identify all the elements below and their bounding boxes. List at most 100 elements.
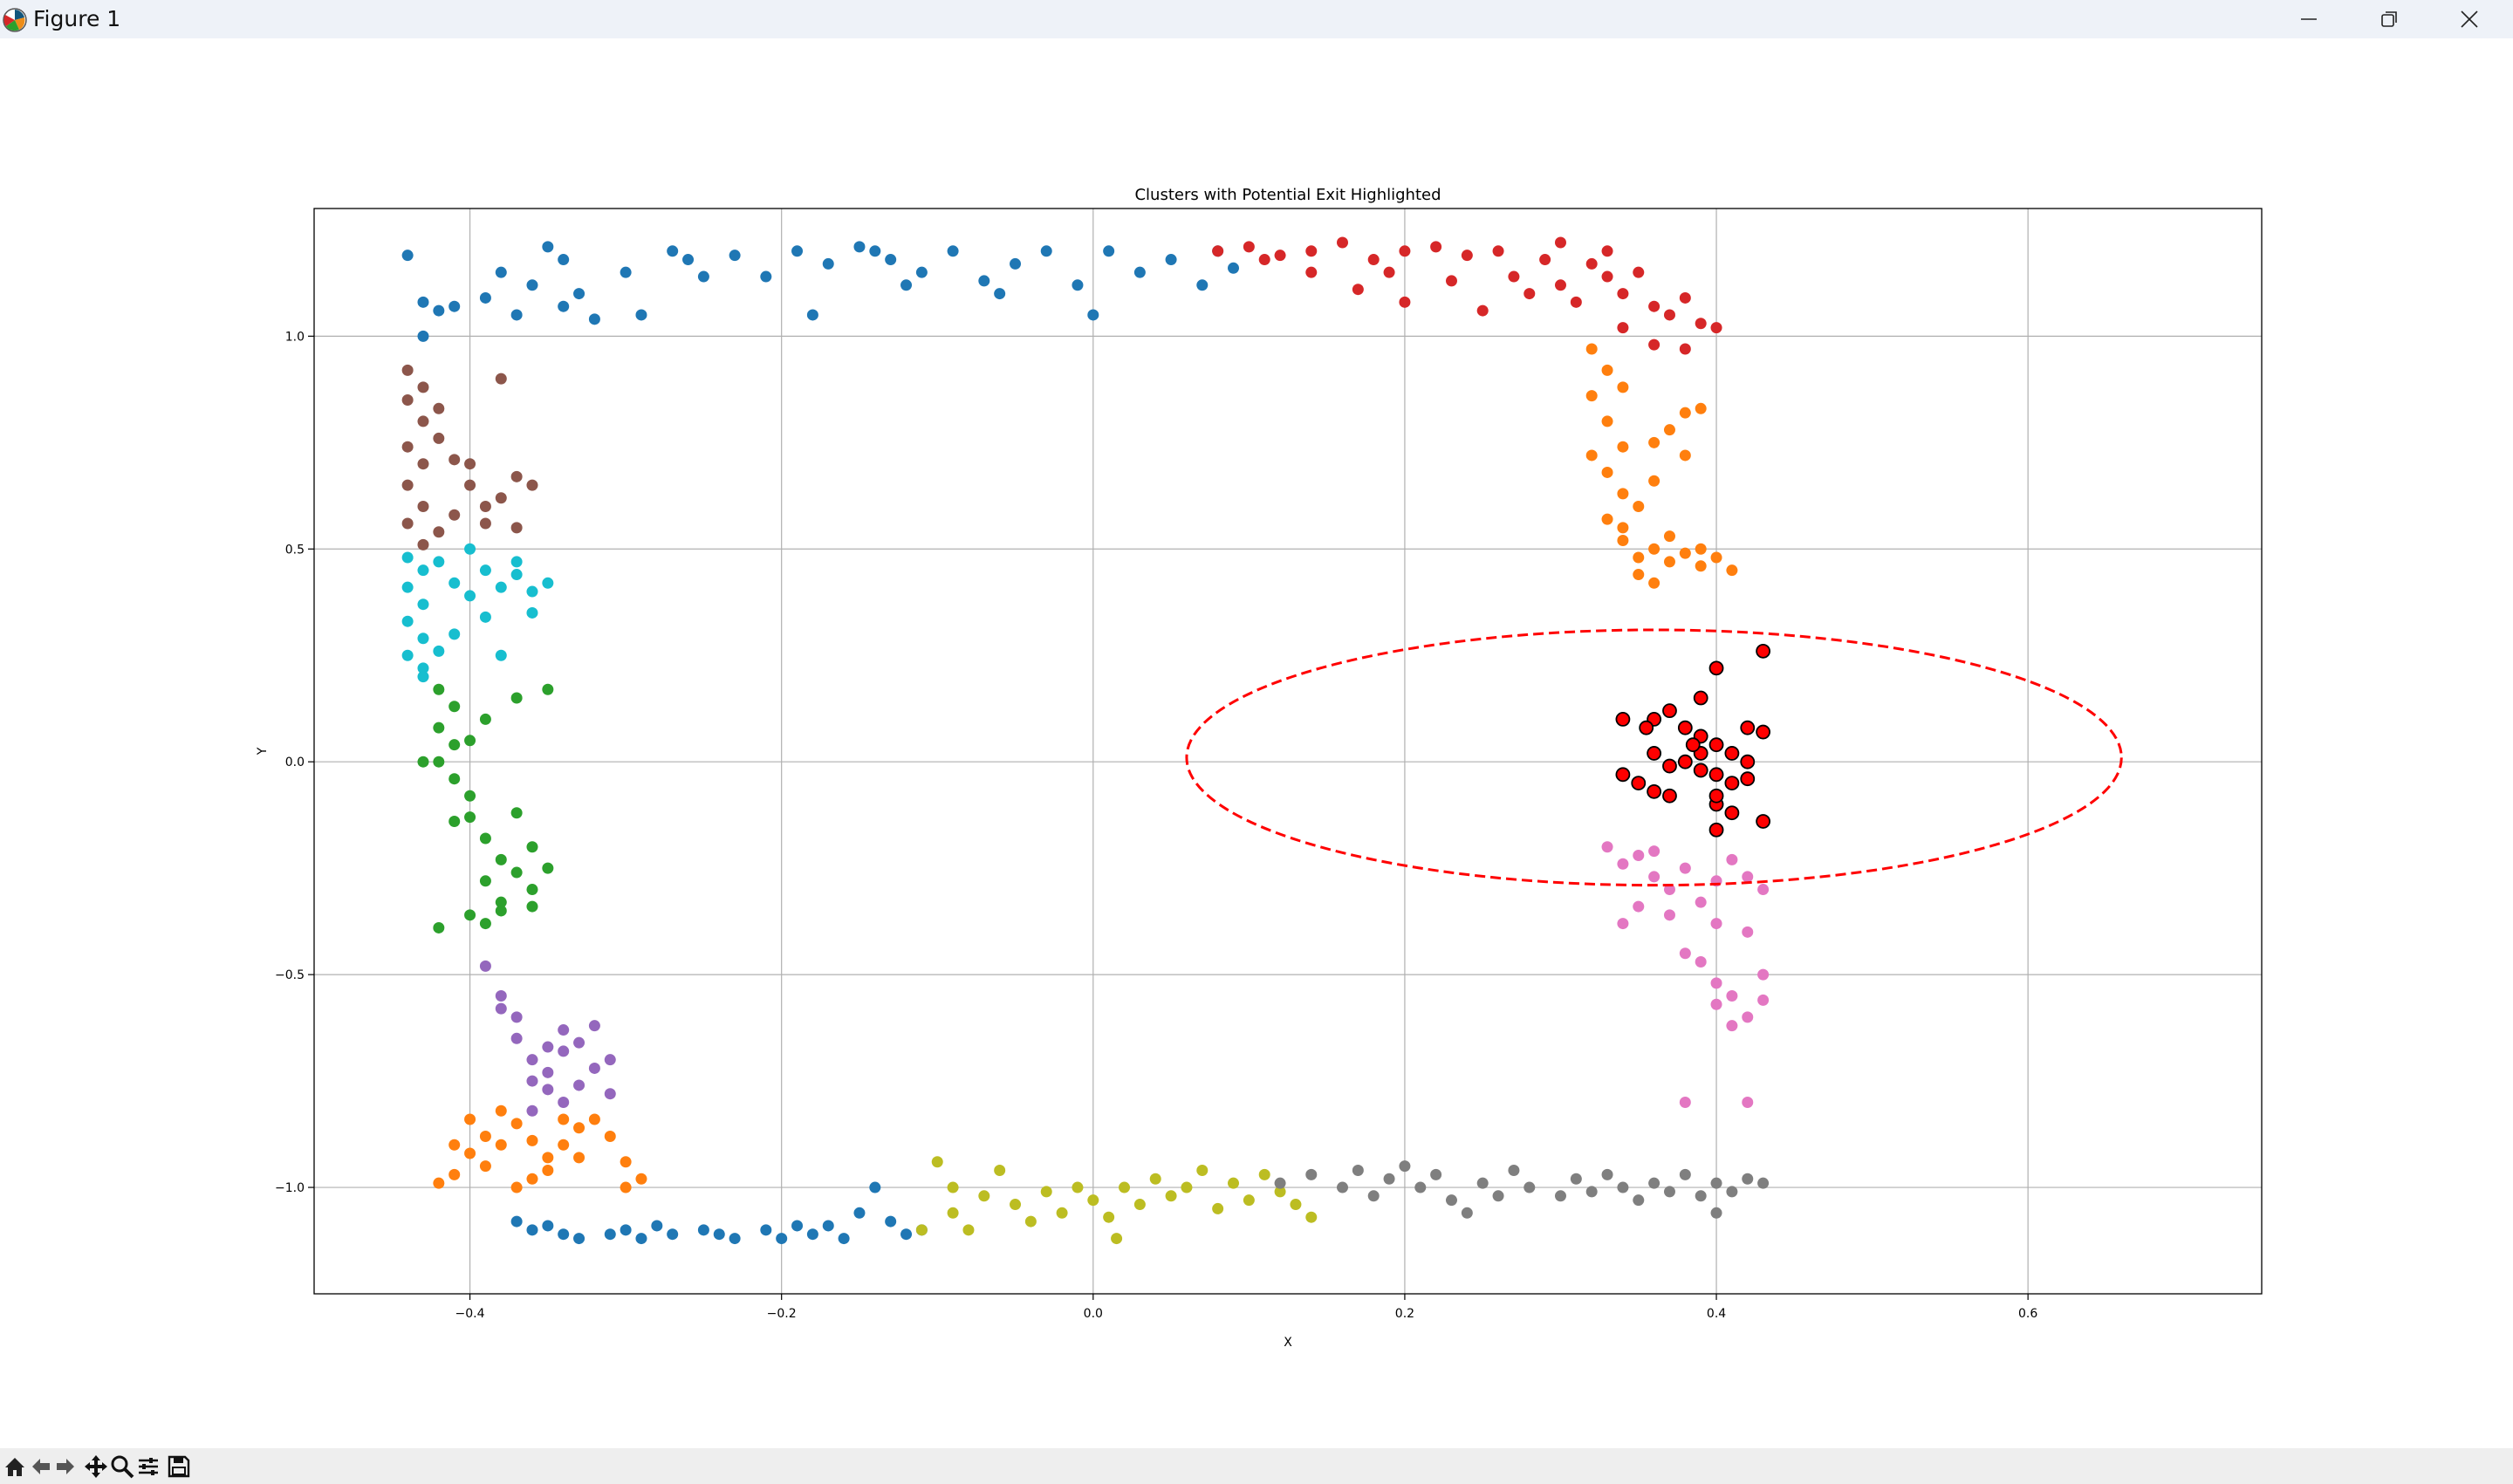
x-tick-label: 0.2 (1395, 1307, 1414, 1321)
data-point (1633, 1194, 1645, 1207)
highlighted-point (1647, 746, 1662, 761)
data-point (1601, 841, 1613, 853)
restore-button[interactable] (2349, 0, 2429, 38)
y-tick-label: 1.0 (285, 330, 305, 344)
highlighted-point (1662, 758, 1677, 774)
data-point (1663, 556, 1675, 568)
data-point (1554, 1190, 1566, 1202)
close-button[interactable] (2429, 0, 2510, 38)
data-point (464, 479, 476, 491)
data-point (1585, 449, 1598, 462)
data-point (433, 304, 445, 317)
data-point (588, 1062, 600, 1074)
data-point (1111, 1233, 1123, 1245)
pan-button[interactable] (83, 1453, 109, 1480)
data-point (573, 1079, 585, 1091)
data-point (495, 266, 507, 278)
data-point (433, 402, 445, 414)
data-point (1258, 254, 1270, 266)
highlighted-point (1677, 720, 1693, 735)
data-point (978, 275, 990, 287)
data-point (542, 683, 554, 695)
data-point (1524, 288, 1536, 300)
data-point (1399, 296, 1411, 308)
data-point (542, 1041, 554, 1053)
data-point (495, 373, 507, 385)
exit-ellipse-outline (1185, 628, 2123, 887)
data-point (1648, 436, 1660, 448)
y-tick-label: −1.0 (275, 1181, 305, 1195)
y-tick-label: 0.0 (285, 756, 305, 769)
data-point (1726, 853, 1738, 865)
data-point (417, 598, 429, 611)
restore-icon (2381, 11, 2397, 27)
data-point (1633, 500, 1645, 512)
minimize-icon (2301, 18, 2317, 20)
data-point (729, 1233, 741, 1245)
data-point (449, 300, 461, 312)
data-point (1695, 1190, 1707, 1202)
data-point (510, 569, 523, 581)
configure-subplots-button[interactable] (135, 1453, 161, 1480)
data-point (1633, 551, 1645, 564)
highlighted-point (1724, 776, 1740, 790)
data-point (1196, 1165, 1209, 1177)
data-point (1196, 279, 1209, 291)
data-point (635, 309, 647, 321)
data-point (510, 470, 523, 482)
highlighted-point (1756, 724, 1771, 740)
data-point (464, 735, 476, 747)
highlighted-point (1639, 720, 1654, 735)
data-point (1010, 257, 1022, 270)
data-point (495, 649, 507, 661)
minimize-button[interactable] (2269, 0, 2349, 38)
data-point (1305, 245, 1318, 257)
data-point (401, 441, 414, 453)
data-point (558, 300, 570, 312)
data-point (1430, 241, 1442, 253)
data-point (1710, 1207, 1722, 1219)
data-point (558, 254, 570, 266)
highlighted-point (1740, 754, 1756, 769)
data-point (1601, 513, 1613, 525)
data-point (1445, 1194, 1457, 1207)
data-point (978, 1190, 990, 1202)
home-button[interactable] (2, 1453, 28, 1480)
data-point (1695, 543, 1707, 555)
highlighted-point (1708, 737, 1724, 753)
data-point (1710, 998, 1722, 1010)
zoom-button[interactable] (109, 1453, 135, 1480)
data-point (1679, 862, 1691, 874)
data-point (1149, 1173, 1161, 1185)
data-point (542, 1165, 554, 1177)
window-title: Figure 1 (33, 6, 121, 31)
data-point (822, 257, 834, 270)
data-point (401, 364, 414, 376)
back-button[interactable] (28, 1453, 54, 1480)
data-point (510, 1118, 523, 1130)
data-point (1742, 871, 1754, 883)
data-point (853, 1207, 866, 1219)
forward-button[interactable] (52, 1453, 79, 1480)
data-point (542, 862, 554, 874)
data-point (1103, 1211, 1115, 1223)
data-point (604, 1130, 616, 1142)
data-point (1601, 245, 1613, 257)
x-tick-label: −0.4 (455, 1307, 485, 1321)
figure-canvas: −0.4 −0.2 0.0 0.2 0.4 0.6 −1.0 −0.5 0.0 0.5 1.0 Cl… (0, 38, 2513, 1448)
data-point (479, 517, 491, 530)
data-point (573, 1036, 585, 1049)
data-point (433, 683, 445, 695)
data-point (1274, 1177, 1286, 1189)
data-point (479, 611, 491, 623)
data-point (1336, 1181, 1348, 1193)
data-point (573, 1122, 585, 1134)
data-point (1679, 291, 1691, 304)
data-point (464, 811, 476, 824)
save-button[interactable] (166, 1453, 192, 1480)
data-point (1228, 1177, 1240, 1189)
data-point (1399, 245, 1411, 257)
data-point (1508, 270, 1520, 283)
data-point (1165, 1190, 1177, 1202)
data-point (1243, 241, 1255, 253)
